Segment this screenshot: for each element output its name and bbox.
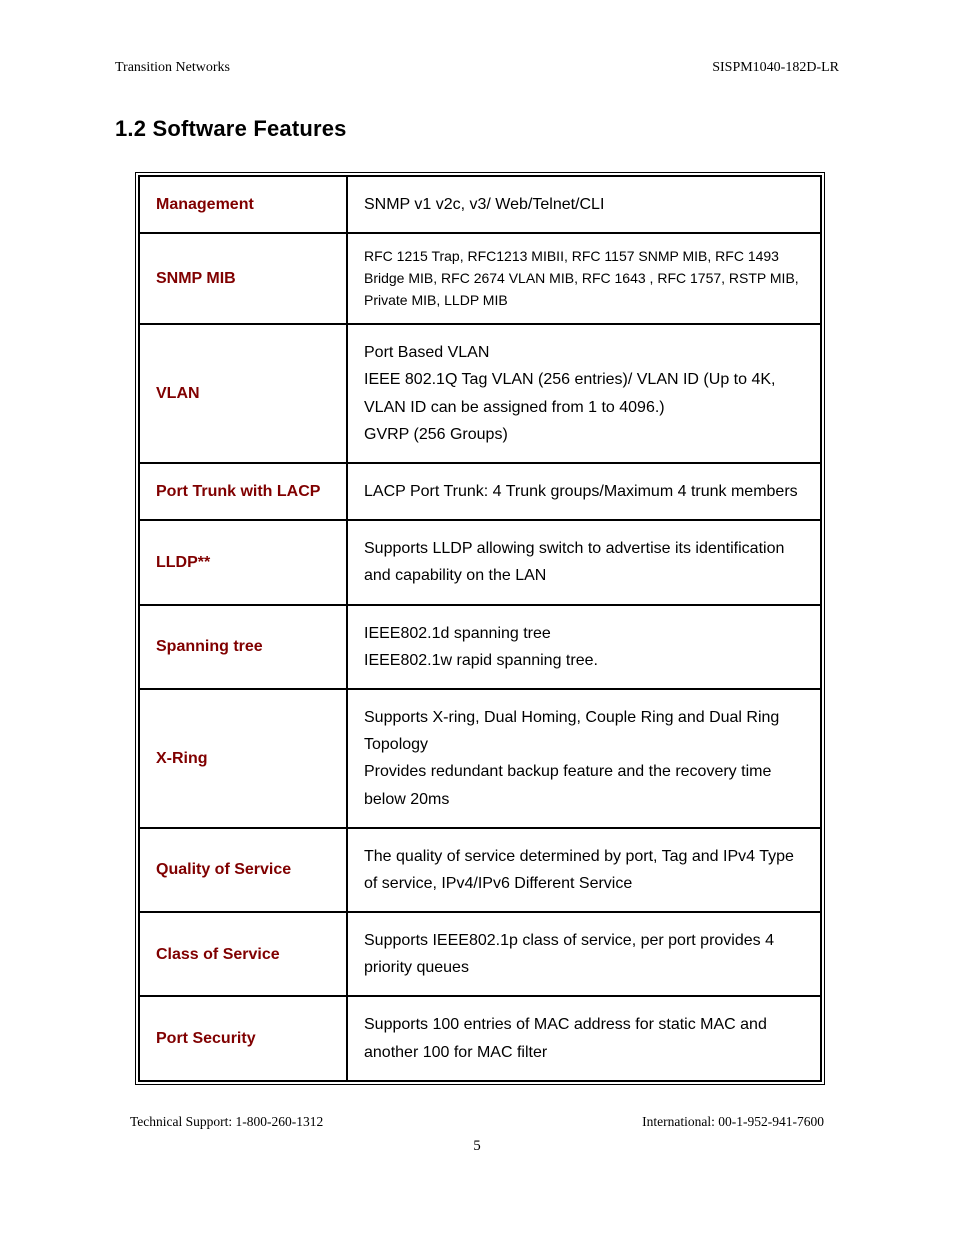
table-row: Class of ServiceSupports IEEE802.1p clas… xyxy=(139,912,821,996)
header-left: Transition Networks xyxy=(115,60,230,76)
feature-value: IEEE802.1d spanning treeIEEE802.1w rapid… xyxy=(347,605,821,689)
feature-value: Supports LLDP allowing switch to adverti… xyxy=(347,520,821,604)
table-row: Port SecuritySupports 100 entries of MAC… xyxy=(139,996,821,1080)
feature-label: LLDP** xyxy=(139,520,347,604)
feature-value: Supports 100 entries of MAC address for … xyxy=(347,996,821,1080)
feature-label: Class of Service xyxy=(139,912,347,996)
document-page: Transition Networks SISPM1040-182D-LR 1.… xyxy=(0,0,954,1235)
footer-right: International: 00-1-952-941-7600 xyxy=(642,1114,824,1130)
footer-row: Technical Support: 1-800-260-1312 Intern… xyxy=(130,1114,824,1130)
feature-label: X-Ring xyxy=(139,689,347,828)
feature-value: SNMP v1 v2c, v3/ Web/Telnet/CLI xyxy=(347,176,821,233)
feature-label: SNMP MIB xyxy=(139,233,347,324)
table-row: ManagementSNMP v1 v2c, v3/ Web/Telnet/CL… xyxy=(139,176,821,233)
table-row: VLANPort Based VLANIEEE 802.1Q Tag VLAN … xyxy=(139,324,821,463)
table-row: Spanning treeIEEE802.1d spanning treeIEE… xyxy=(139,605,821,689)
page-footer: Technical Support: 1-800-260-1312 Intern… xyxy=(0,1114,954,1155)
table-row: LLDP**Supports LLDP allowing switch to a… xyxy=(139,520,821,604)
feature-label: Management xyxy=(139,176,347,233)
feature-label: Quality of Service xyxy=(139,828,347,912)
feature-value: Supports X-ring, Dual Homing, Couple Rin… xyxy=(347,689,821,828)
feature-value: RFC 1215 Trap, RFC1213 MIBII, RFC 1157 S… xyxy=(347,233,821,324)
feature-label: Port Trunk with LACP xyxy=(139,463,347,520)
feature-value: The quality of service determined by por… xyxy=(347,828,821,912)
feature-label: Spanning tree xyxy=(139,605,347,689)
footer-left: Technical Support: 1-800-260-1312 xyxy=(130,1114,323,1130)
table-row: Port Trunk with LACPLACP Port Trunk: 4 T… xyxy=(139,463,821,520)
feature-value: Port Based VLANIEEE 802.1Q Tag VLAN (256… xyxy=(347,324,821,463)
header-right: SISPM1040-182D-LR xyxy=(712,60,839,76)
table-row: Quality of ServiceThe quality of service… xyxy=(139,828,821,912)
feature-value: LACP Port Trunk: 4 Trunk groups/Maximum … xyxy=(347,463,821,520)
table-row: SNMP MIBRFC 1215 Trap, RFC1213 MIBII, RF… xyxy=(139,233,821,324)
page-header: Transition Networks SISPM1040-182D-LR xyxy=(115,60,839,76)
feature-label: VLAN xyxy=(139,324,347,463)
footer-page-number: 5 xyxy=(130,1138,824,1155)
feature-value: Supports IEEE802.1p class of service, pe… xyxy=(347,912,821,996)
software-features-table: ManagementSNMP v1 v2c, v3/ Web/Telnet/CL… xyxy=(135,172,825,1085)
table-row: X-RingSupports X-ring, Dual Homing, Coup… xyxy=(139,689,821,828)
section-title: 1.2 Software Features xyxy=(115,116,839,142)
feature-label: Port Security xyxy=(139,996,347,1080)
table-body: ManagementSNMP v1 v2c, v3/ Web/Telnet/CL… xyxy=(139,176,821,1081)
